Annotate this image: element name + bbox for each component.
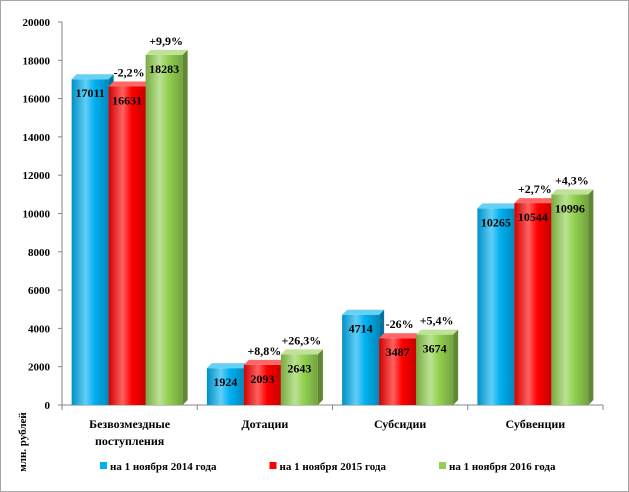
bar-front (280, 354, 318, 405)
y-tick-label: 18000 (23, 55, 51, 67)
y-tick-label: 8000 (28, 247, 51, 259)
value-label: 2643 (287, 361, 311, 375)
bar-side (317, 349, 323, 405)
bar-front (477, 208, 515, 405)
bar-series-1-cat-3 (342, 309, 385, 405)
bar-top (477, 203, 520, 209)
y-tick-label: 2000 (28, 362, 51, 374)
legend-label: на 1 ноября 2016 года (449, 461, 556, 473)
bar-series-3-cat-1 (145, 49, 188, 405)
bar-series-1-cat-4 (477, 203, 520, 405)
bar-top (379, 333, 422, 339)
bar-top (280, 349, 323, 355)
bars (71, 49, 594, 405)
legend-label: на 1 ноября 2015 года (280, 461, 387, 473)
y-tick-label: 14000 (23, 132, 51, 144)
value-label: 3487 (386, 345, 410, 359)
change-label: +8,8% (247, 344, 281, 358)
bar-top (514, 198, 557, 204)
legend-item: на 1 ноября 2015 года (269, 461, 387, 473)
change-label: +4,3% (555, 173, 589, 187)
legend-label: на 1 ноября 2014 года (110, 461, 217, 473)
bar-top (551, 189, 594, 195)
value-label: 17011 (75, 86, 104, 100)
bar-front (416, 334, 454, 405)
y-tick-label: 6000 (28, 285, 51, 297)
change-label: +5,4% (420, 314, 454, 328)
legend-swatch (269, 462, 277, 469)
bar-front (243, 364, 281, 405)
bar-side (182, 49, 188, 405)
bar-top (206, 363, 249, 369)
change-label: +2,7% (518, 182, 552, 196)
change-label: +26,3% (281, 333, 321, 347)
x-category-label: Субсидии (373, 417, 427, 431)
value-label: 2093 (250, 372, 274, 386)
bar-front (206, 368, 244, 405)
x-category-label: Субвенции (505, 417, 566, 431)
bar-top (145, 49, 188, 55)
bar-front (342, 314, 380, 405)
bar-series-1-cat-2 (206, 363, 249, 405)
bar-series-1-cat-1 (71, 74, 114, 405)
x-category-label: Дотации (241, 417, 289, 431)
bar-series-2-cat-1 (108, 81, 151, 405)
bar-series-2-cat-4 (514, 198, 557, 405)
bar-front (71, 79, 109, 405)
y-tick-label: 4000 (28, 323, 51, 335)
change-label: -26% (386, 317, 414, 331)
bar-top (243, 359, 286, 365)
bar-top (416, 329, 459, 335)
bar-side (588, 189, 594, 405)
x-category-label: Безвозмездные поступления (89, 417, 171, 448)
bar-front (108, 86, 146, 405)
bar-front (514, 203, 552, 405)
legend: на 1 ноября 2014 года на 1 ноября 2015 го… (100, 461, 556, 473)
y-tick-label: 20000 (23, 17, 51, 29)
value-label: 1924 (213, 375, 237, 389)
bar-front (379, 338, 417, 405)
change-label: +9,9% (149, 34, 183, 48)
value-label: 10544 (518, 210, 548, 224)
legend-item: на 1 ноября 2014 года (100, 461, 217, 473)
value-label: 10265 (481, 215, 511, 229)
bar-series-3-cat-4 (551, 189, 594, 405)
value-label: 18283 (149, 62, 179, 76)
bar-top (71, 74, 114, 80)
bar-series-2-cat-3 (379, 333, 422, 405)
value-label: 3674 (423, 342, 447, 356)
legend-item: на 1 ноября 2016 года (439, 461, 556, 473)
value-label: 10996 (555, 201, 585, 215)
y-tick-label: 0 (45, 400, 51, 412)
bar-series-3-cat-3 (416, 329, 459, 405)
change-label: -2,2% (114, 66, 145, 80)
bar-front (145, 54, 183, 405)
value-label: 4714 (349, 322, 373, 336)
bar-side (453, 329, 459, 405)
y-tick-label: 16000 (23, 94, 51, 106)
y-tick-label: 10000 (23, 209, 51, 221)
value-label: 16631 (112, 94, 142, 108)
bar-top (342, 309, 385, 315)
bar-series-3-cat-2 (280, 349, 323, 405)
data-labels: 17011 16631 -2,2% 18283 +9,9% 1924 2093 +8,8% 26… (75, 34, 588, 389)
y-axis-title: млн. рублей (17, 412, 29, 472)
bar-top (108, 81, 151, 87)
legend-swatch (439, 462, 446, 469)
legend-swatch (100, 462, 107, 469)
y-tick-label: 12000 (23, 170, 51, 182)
bar-front (551, 194, 589, 405)
